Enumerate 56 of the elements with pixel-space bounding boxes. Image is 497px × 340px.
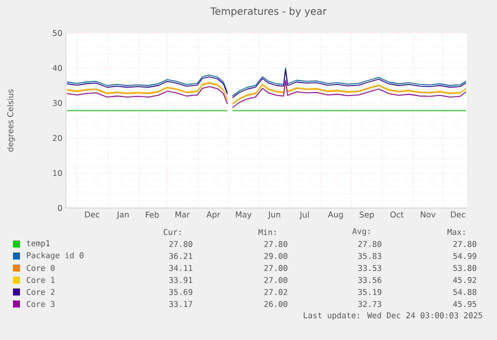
text: Avg: [352, 228, 370, 236]
y-tick-label: 40 [52, 64, 62, 72]
text: 36.21 [169, 252, 192, 260]
legend-label: Core 2 [26, 288, 54, 296]
text: 27.80 [169, 240, 192, 248]
text: 33.53 [358, 264, 382, 272]
y-tick-label: 20 [52, 134, 62, 142]
text: 27.00 [264, 264, 288, 272]
text: 54.88 [453, 288, 476, 296]
x-tick-label: Nov [420, 212, 436, 218]
text: 53.80 [453, 264, 476, 272]
text: 35.19 [358, 288, 382, 296]
y-tick-label: 50 [52, 30, 62, 36]
text: 27.02 [264, 288, 288, 296]
text: 45.92 [453, 276, 476, 284]
x-tick-label: Dec [451, 212, 466, 218]
x-tick-label: Mar [176, 212, 190, 218]
x-tick-label: Sep [360, 212, 374, 220]
x-tick-label: Jul [299, 212, 309, 220]
text: Min: [258, 228, 276, 236]
text: 27.80 [264, 240, 288, 248]
text: 54.99 [453, 252, 476, 260]
text: 27.80 [358, 240, 382, 248]
legend-label: Core 0 [26, 264, 55, 272]
legend-label: Core 3 [26, 300, 54, 308]
x-tick-label: Aug [328, 212, 343, 220]
x-tick-label: Dec [85, 212, 100, 218]
text: 27.80 [453, 240, 476, 248]
y-axis-title: degrees Celsius [7, 89, 15, 152]
text: 27.00 [264, 276, 288, 284]
text: Max: [448, 229, 465, 235]
text: 26.00 [264, 300, 288, 308]
x-tick-label: Jan [116, 212, 129, 219]
text: 33.56 [358, 276, 382, 284]
x-tick-label: Apr [206, 212, 220, 220]
text: 33.91 [169, 276, 192, 284]
text: 35.83 [358, 252, 382, 260]
text: 35.69 [169, 288, 192, 296]
y-tick-label: 0 [58, 204, 62, 212]
text: 45.95 [453, 300, 476, 308]
legend-label: temp1 [26, 240, 50, 248]
text: Last update: Wed Dec 24 03:00:03 2025 [304, 312, 482, 320]
legend-label: Package id 0 [26, 252, 84, 260]
legend-label: Core 1 [26, 276, 55, 284]
text: 29.00 [264, 252, 288, 260]
text: 34.11 [169, 264, 192, 272]
y-tick-label: 30 [52, 100, 62, 106]
text: 33.17 [169, 300, 192, 308]
x-tick-label: May [236, 212, 252, 220]
x-tick-label: Feb [146, 212, 159, 218]
y-tick-label: 10 [53, 170, 62, 176]
x-tick-label: Oct [390, 212, 404, 218]
text: Cur: [164, 228, 181, 236]
x-tick-label: Jun [268, 212, 280, 219]
chart-title: Temperatures - by year [210, 7, 327, 17]
text: 32.73 [358, 300, 382, 308]
